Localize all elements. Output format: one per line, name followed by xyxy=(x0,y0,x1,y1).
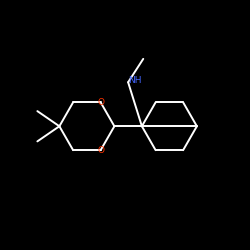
Text: O: O xyxy=(97,146,104,155)
Text: NH: NH xyxy=(128,76,142,86)
Text: O: O xyxy=(97,98,104,107)
